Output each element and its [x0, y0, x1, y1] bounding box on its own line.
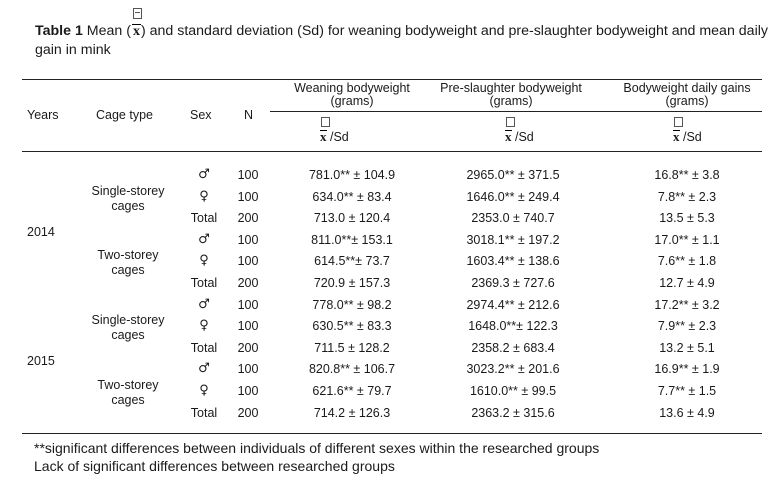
header-weaning: Weaning bodyweight (grams)	[294, 81, 410, 108]
caption-text-after: ) and standard deviation (Sd) for weanin…	[35, 23, 768, 58]
cage-two-2015: Two-storey cages	[97, 378, 159, 407]
cell-sex: Total	[190, 406, 218, 420]
cell-daily-gain: 7.8** ± 2.3	[657, 190, 717, 204]
header-sex: Sex	[190, 108, 212, 122]
cell-sex: ♂	[198, 232, 210, 247]
header-preslaughter: Pre-slaughter bodyweight (grams)	[440, 81, 582, 108]
cell-daily-gain: 12.7 ± 4.9	[659, 276, 715, 290]
cell-preslaughter: 2353.0 ± 740.7	[471, 211, 555, 225]
cell-daily-gain: 17.0** ± 1.1	[654, 233, 720, 247]
cell-sex: ♂	[198, 297, 210, 312]
cell-daily-gain: 17.2** ± 3.2	[654, 298, 720, 312]
cell-sex: ♀	[199, 253, 209, 268]
cell-sex: ♂	[198, 167, 210, 182]
cage-single-2014: Single-storey cages	[91, 184, 165, 213]
cell-n: 200	[237, 406, 259, 420]
cell-weaning: 714.2 ± 126.3	[313, 406, 391, 420]
mean-symbol: x	[131, 8, 142, 41]
cage-single-2015: Single-storey cages	[91, 313, 165, 342]
year-2015: 2015	[27, 354, 55, 368]
table-caption: Table 1 Mean (x) and standard deviation …	[35, 8, 770, 59]
cell-n: 100	[237, 168, 259, 182]
header-cage-type: Cage type	[96, 108, 153, 122]
cell-n: 100	[237, 384, 259, 398]
cell-n: 100	[237, 233, 259, 247]
subheader-weaning: x /Sd	[320, 117, 349, 144]
cell-daily-gain: 7.9** ± 2.3	[657, 319, 717, 333]
cell-preslaughter: 1646.0** ± 249.4	[466, 190, 560, 204]
cell-sex: ♂	[198, 361, 210, 376]
cell-sex: ♀	[199, 318, 209, 333]
cell-n: 100	[237, 254, 259, 268]
cell-weaning: 720.9 ± 157.3	[313, 276, 391, 290]
cell-sex: Total	[190, 276, 218, 290]
caption-text-before: Mean (	[86, 23, 131, 39]
cell-sex: Total	[190, 211, 218, 225]
cell-weaning: 713.0 ± 120.4	[313, 211, 391, 225]
table-top-rule	[22, 79, 762, 80]
cage-two-2014: Two-storey cages	[97, 248, 159, 277]
cell-n: 100	[237, 190, 259, 204]
cell-weaning: 621.6** ± 79.7	[312, 384, 392, 398]
cell-n: 100	[237, 319, 259, 333]
cell-weaning: 781.0** ± 104.9	[308, 168, 396, 182]
cell-weaning: 811.0**± 153.1	[311, 233, 393, 247]
cell-preslaughter: 2974.4** ± 212.6	[466, 298, 560, 312]
footnote-no-difference: Lack of significant differences between …	[34, 458, 395, 474]
cell-preslaughter: 1603.4** ± 138.6	[466, 254, 560, 268]
cell-preslaughter: 1648.0**± 122.3	[468, 319, 558, 333]
cell-n: 100	[237, 362, 259, 376]
header-sub-rule	[270, 111, 762, 112]
footnote-significance: **significant differences between indivi…	[34, 440, 600, 456]
cell-daily-gain: 13.6 ± 4.9	[659, 406, 715, 420]
cell-daily-gain: 13.5 ± 5.3	[659, 211, 715, 225]
cell-preslaughter: 2363.2 ± 315.6	[471, 406, 555, 420]
cell-weaning: 820.8** ± 106.7	[308, 362, 396, 376]
cell-daily-gain: 13.2 ± 5.1	[659, 341, 715, 355]
subheader-daily-gain: x /Sd	[673, 117, 702, 144]
cell-preslaughter: 3018.1** ± 197.2	[466, 233, 560, 247]
cell-weaning: 634.0** ± 83.4	[312, 190, 392, 204]
header-bottom-rule	[22, 151, 762, 152]
header-years: Years	[27, 108, 59, 122]
cell-daily-gain: 16.8** ± 3.8	[654, 168, 720, 182]
cell-weaning: 778.0** ± 98.2	[312, 298, 392, 312]
cell-n: 100	[237, 298, 259, 312]
cell-daily-gain: 7.6** ± 1.8	[657, 254, 717, 268]
cell-preslaughter: 3023.2** ± 201.6	[466, 362, 560, 376]
cell-n: 200	[237, 276, 259, 290]
cell-daily-gain: 16.9** ± 1.9	[654, 362, 720, 376]
cell-sex: ♀	[199, 383, 209, 398]
cell-weaning: 630.5** ± 83.3	[312, 319, 392, 333]
cell-daily-gain: 7.7** ± 1.5	[657, 384, 717, 398]
cell-weaning: 711.5 ± 128.2	[314, 341, 390, 355]
cell-preslaughter: 2965.0** ± 371.5	[466, 168, 560, 182]
cell-n: 200	[237, 211, 259, 225]
cell-preslaughter: 2369.3 ± 727.6	[471, 276, 555, 290]
cell-n: 200	[237, 341, 259, 355]
header-daily-gain: Bodyweight daily gains (grams)	[623, 81, 751, 108]
cell-sex: ♀	[199, 189, 209, 204]
table-bottom-rule	[22, 433, 762, 434]
cell-preslaughter: 1610.0** ± 99.5	[469, 384, 557, 398]
table-label: Table 1	[35, 23, 83, 39]
subheader-preslaughter: x /Sd	[505, 117, 534, 144]
cell-weaning: 614.5**± 73.7	[314, 254, 390, 268]
cell-preslaughter: 2358.2 ± 683.4	[471, 341, 555, 355]
year-2014: 2014	[27, 225, 55, 239]
cell-sex: Total	[190, 341, 218, 355]
header-n: N	[244, 108, 254, 122]
